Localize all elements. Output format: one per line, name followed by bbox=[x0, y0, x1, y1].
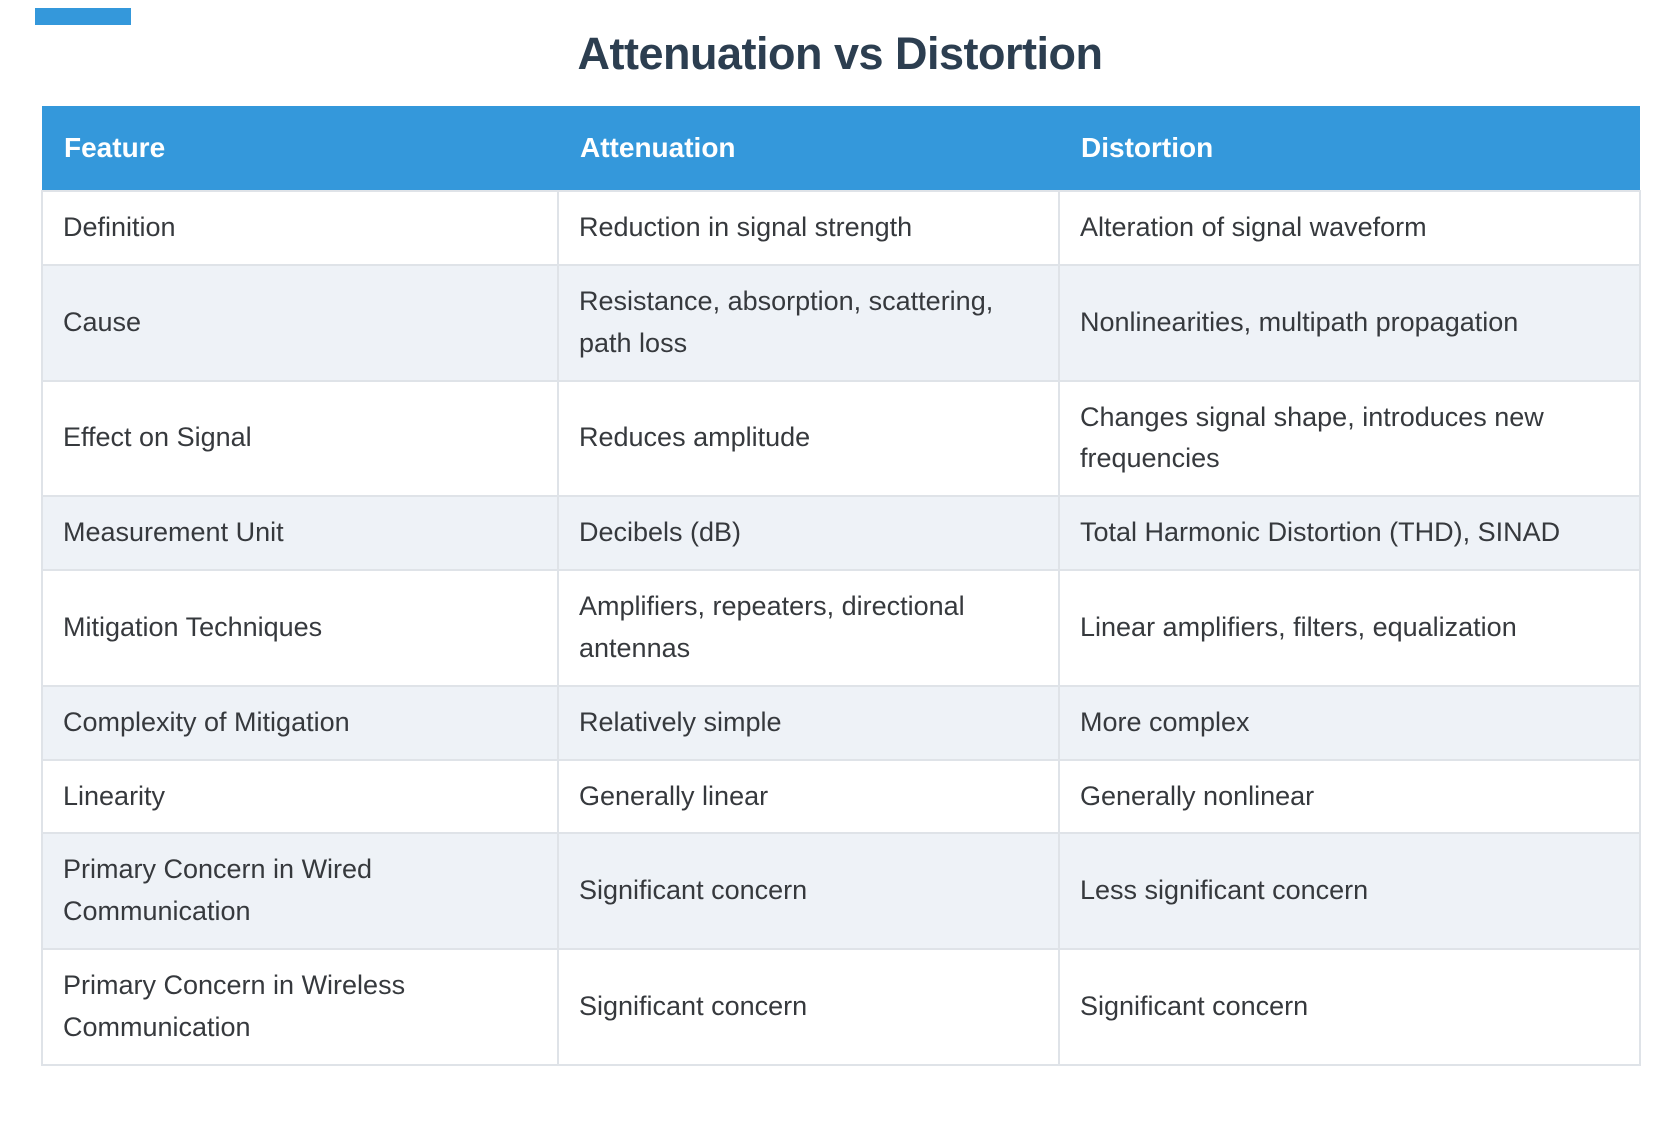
feature-cell: Definition bbox=[41, 190, 559, 266]
feature-cell: Mitigation Techniques bbox=[41, 569, 559, 687]
table-row: Cause Resistance, absorption, scattering… bbox=[41, 263, 1641, 382]
distortion-cell: Less significant concern bbox=[1058, 832, 1641, 951]
table-row: Effect on Signal Reduces amplitude Chang… bbox=[41, 379, 1641, 498]
distortion-cell: Total Harmonic Distortion (THD), SINAD bbox=[1058, 495, 1641, 572]
attenuation-cell: Resistance, absorption, scattering, path… bbox=[557, 263, 1060, 382]
attenuation-cell: Decibels (dB) bbox=[557, 495, 1060, 572]
attenuation-cell: Amplifiers, repeaters, directional anten… bbox=[557, 569, 1060, 687]
column-header-distortion: Distortion bbox=[1059, 106, 1640, 191]
feature-cell: Linearity bbox=[41, 758, 559, 835]
distortion-cell: Changes signal shape, introduces new fre… bbox=[1058, 379, 1641, 498]
attenuation-cell: Significant concern bbox=[557, 948, 1060, 1066]
table-row: Complexity of Mitigation Relatively simp… bbox=[41, 684, 1641, 761]
attenuation-cell: Reduction in signal strength bbox=[557, 190, 1060, 266]
comparison-table: Feature Attenuation Distortion Definitio… bbox=[41, 106, 1641, 1066]
distortion-cell: More complex bbox=[1058, 684, 1641, 761]
table-header-row: Feature Attenuation Distortion bbox=[42, 106, 1640, 191]
feature-cell: Primary Concern in Wired Communication bbox=[41, 832, 559, 951]
attenuation-cell: Significant concern bbox=[557, 832, 1060, 951]
feature-cell: Complexity of Mitigation bbox=[41, 684, 559, 761]
table-row: Definition Reduction in signal strength … bbox=[41, 190, 1641, 266]
top-left-accent-bar bbox=[35, 8, 131, 25]
distortion-cell: Alteration of signal waveform bbox=[1058, 190, 1641, 266]
table-row: Primary Concern in Wireless Communicatio… bbox=[41, 948, 1641, 1066]
table-row: Mitigation Techniques Amplifiers, repeat… bbox=[41, 569, 1641, 687]
attenuation-cell: Reduces amplitude bbox=[557, 379, 1060, 498]
column-header-feature: Feature bbox=[42, 106, 558, 191]
column-header-attenuation: Attenuation bbox=[558, 106, 1059, 191]
table-row: Linearity Generally linear Generally non… bbox=[41, 758, 1641, 835]
feature-cell: Measurement Unit bbox=[41, 495, 559, 572]
table-row: Primary Concern in Wired Communication S… bbox=[41, 832, 1641, 951]
page-title: Attenuation vs Distortion bbox=[577, 28, 1104, 79]
distortion-cell: Generally nonlinear bbox=[1058, 758, 1641, 835]
distortion-cell: Linear amplifiers, filters, equalization bbox=[1058, 569, 1641, 687]
table-row: Measurement Unit Decibels (dB) Total Har… bbox=[41, 495, 1641, 572]
feature-cell: Effect on Signal bbox=[41, 379, 559, 498]
distortion-cell: Significant concern bbox=[1058, 948, 1641, 1066]
feature-cell: Cause bbox=[41, 263, 559, 382]
feature-cell: Primary Concern in Wireless Communicatio… bbox=[41, 948, 559, 1066]
attenuation-cell: Relatively simple bbox=[557, 684, 1060, 761]
distortion-cell: Nonlinearities, multipath propagation bbox=[1058, 263, 1641, 382]
attenuation-cell: Generally linear bbox=[557, 758, 1060, 835]
